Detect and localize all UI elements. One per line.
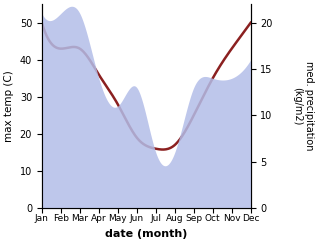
Y-axis label: med. precipitation
(kg/m2): med. precipitation (kg/m2) <box>292 61 314 151</box>
Y-axis label: max temp (C): max temp (C) <box>4 70 14 142</box>
X-axis label: date (month): date (month) <box>105 229 187 239</box>
